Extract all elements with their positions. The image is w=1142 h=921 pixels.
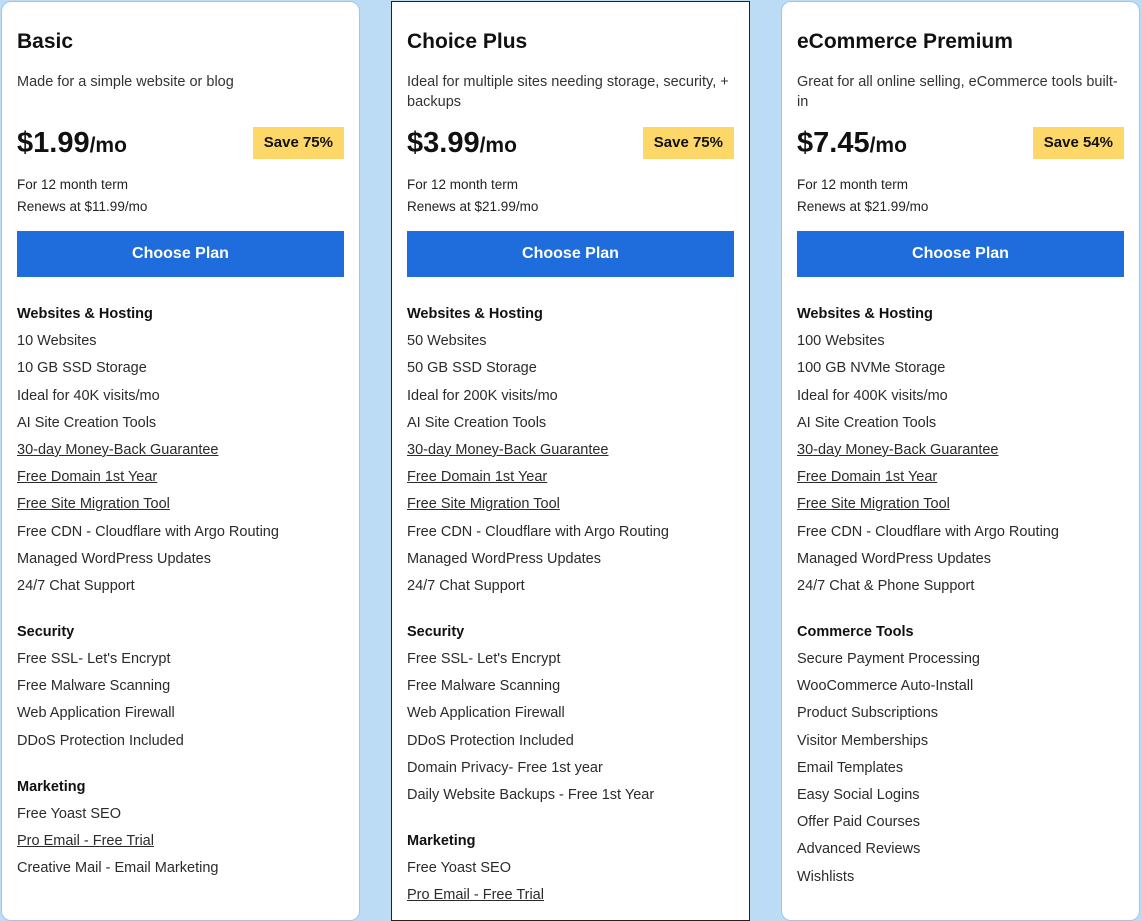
section-title: Security [17, 623, 75, 640]
price-row: $3.99/mo Save 75% [407, 123, 734, 167]
price-amount: $1.99 [17, 127, 90, 159]
feature-item: AI Site Creation Tools [797, 414, 937, 431]
feature-item: Easy Social Logins [797, 787, 920, 803]
feature-item: Free CDN - Cloudflare with Argo Routing [797, 523, 1059, 540]
price-amount: $3.99 [407, 127, 480, 159]
choose-plan-button[interactable]: Choose Plan [407, 231, 734, 277]
feature-item: Domain Privacy- Free 1st year [407, 759, 603, 776]
plan-name: Choice Plus [407, 30, 528, 53]
save-badge: Save 75% [252, 127, 344, 159]
save-badge: Save 75% [642, 127, 734, 159]
feature-link[interactable]: Free Domain 1st Year [17, 469, 158, 486]
term-info: For 12 month term Renews at $21.99/mo [797, 174, 1124, 218]
feature-item: Product Subscriptions [797, 705, 939, 722]
feature-item: Offer Paid Courses [797, 814, 921, 831]
term-length: For 12 month term [797, 177, 909, 192]
feature-link[interactable]: Free Domain 1st Year [407, 469, 548, 486]
feature-item: Managed WordPress Updates [407, 550, 601, 567]
feature-item: Ideal for 400K visits/mo [797, 387, 948, 404]
feature-item: Free Yoast SEO [17, 805, 121, 822]
price-period: /mo [479, 134, 517, 157]
feature-item: AI Site Creation Tools [17, 414, 157, 431]
term-info: For 12 month term Renews at $21.99/mo [407, 174, 734, 218]
feature-link[interactable]: Free Site Migration Tool [407, 496, 560, 513]
feature-item: Web Application Firewall [407, 705, 565, 722]
feature-link[interactable]: Free Site Migration Tool [17, 496, 170, 513]
plan-name: eCommerce Premium [797, 30, 1013, 53]
feature-link[interactable]: Free Site Migration Tool [797, 496, 950, 513]
choose-plan-button[interactable]: Choose Plan [797, 231, 1124, 277]
plan-description: Made for a simple website or blog [17, 74, 234, 90]
feature-item: Managed WordPress Updates [797, 550, 991, 567]
feature-item: 10 Websites [17, 333, 97, 350]
feature-link[interactable]: 30-day Money-Back Guarantee [407, 441, 609, 458]
section-title: Marketing [407, 833, 476, 849]
feature-item: Ideal for 40K visits/mo [17, 387, 160, 404]
section-title: Security [407, 623, 465, 640]
feature-item: 24/7 Chat Support [407, 577, 525, 594]
feature-item: Secure Payment Processing [797, 651, 980, 668]
feature-item: 24/7 Chat & Phone Support [797, 577, 975, 594]
choose-plan-button[interactable]: Choose Plan [17, 231, 344, 277]
feature-item: AI Site Creation Tools [407, 414, 547, 431]
price-period: /mo [89, 134, 127, 157]
feature-item: Daily Website Backups - Free 1st Year [407, 787, 655, 803]
section-title: Websites & Hosting [797, 306, 933, 322]
price-row: $1.99/mo Save 75% [17, 123, 344, 167]
price: $7.45/mo [797, 127, 907, 159]
price-amount: $7.45 [797, 127, 870, 159]
feature-item: Free Yoast SEO [407, 860, 511, 877]
feature-item: Free SSL- Let's Encrypt [17, 651, 171, 668]
renewal-price: Renews at $21.99/mo [407, 199, 539, 214]
feature-item: 50 GB SSD Storage [407, 360, 537, 377]
feature-item: Ideal for 200K visits/mo [407, 387, 558, 404]
feature-item: 10 GB SSD Storage [17, 360, 147, 377]
price-period: /mo [869, 134, 907, 157]
plan-description: Great for all online selling, eCommerce … [797, 74, 1118, 110]
plan-card-ecommerce-premium: eCommerce Premium Great for all online se… [781, 1, 1140, 921]
feature-item: Creative Mail - Email Marketing [17, 860, 219, 877]
feature-item: Free Malware Scanning [407, 678, 561, 695]
feature-link[interactable]: 30-day Money-Back Guarantee [17, 441, 219, 458]
section-title: Websites & Hosting [407, 306, 543, 322]
plan-description: Ideal for multiple sites needing storage… [407, 74, 729, 110]
feature-item: Visitor Memberships [797, 732, 929, 749]
feature-item: Web Application Firewall [17, 705, 175, 722]
feature-link[interactable]: Free Domain 1st Year [797, 469, 938, 486]
feature-item: Free CDN - Cloudflare with Argo Routing [407, 523, 669, 540]
renewal-price: Renews at $21.99/mo [797, 199, 929, 214]
price: $3.99/mo [407, 127, 517, 159]
feature-item: Advanced Reviews [797, 841, 921, 858]
feature-item: DDoS Protection Included [17, 732, 184, 749]
feature-item: Email Templates [797, 759, 904, 776]
feature-item: 100 Websites [797, 333, 885, 350]
feature-item: DDoS Protection Included [407, 732, 574, 749]
plan-card-choice-plus: Choice Plus Ideal for multiple sites need… [391, 1, 750, 921]
term-length: For 12 month term [407, 177, 519, 192]
plan-card-basic: Basic Made for a simple website or blog $1… [1, 1, 360, 921]
feature-item: Wishlists [797, 868, 855, 885]
term-length: For 12 month term [17, 177, 129, 192]
feature-item: 24/7 Chat Support [17, 577, 135, 594]
price: $1.99/mo [17, 127, 127, 159]
renewal-price: Renews at $11.99/mo [17, 199, 148, 214]
section-title: Commerce Tools [797, 623, 914, 640]
feature-link[interactable]: 30-day Money-Back Guarantee [797, 441, 999, 458]
feature-item: Free SSL- Let's Encrypt [407, 651, 561, 668]
feature-item: Free CDN - Cloudflare with Argo Routing [17, 523, 279, 540]
feature-item: 100 GB NVMe Storage [797, 360, 946, 377]
feature-item: 50 Websites [407, 333, 487, 350]
term-info: For 12 month term Renews at $11.99/mo [17, 174, 344, 218]
feature-item: Managed WordPress Updates [17, 550, 211, 567]
feature-link[interactable]: Pro Email - Free Trial [407, 887, 544, 904]
section-title: Websites & Hosting [17, 306, 153, 322]
feature-link[interactable]: Pro Email - Free Trial [17, 833, 154, 849]
save-badge: Save 54% [1032, 127, 1124, 159]
plan-name: Basic [17, 30, 74, 53]
feature-item: Free Malware Scanning [17, 678, 171, 695]
feature-item: WooCommerce Auto-Install [797, 678, 974, 695]
section-title: Marketing [17, 778, 86, 795]
price-row: $7.45/mo Save 54% [797, 123, 1124, 167]
